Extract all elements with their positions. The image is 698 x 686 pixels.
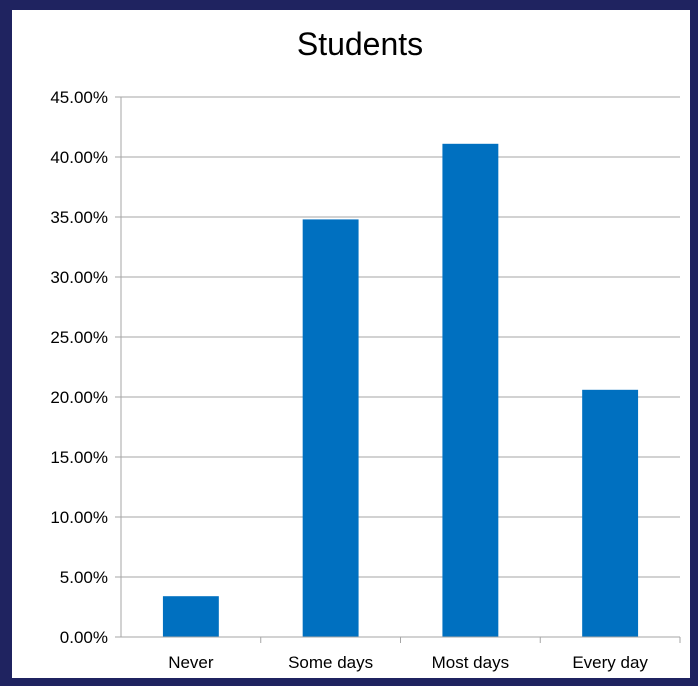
y-tick-label: 10.00% xyxy=(50,508,108,527)
y-tick-label: 30.00% xyxy=(50,268,108,287)
bar xyxy=(442,143,499,638)
tick-labels: 0.00% 5.00% 10.00% 15.00% 20.00% 25.00% 30.00%… xyxy=(50,88,648,672)
chart-title: Students xyxy=(296,26,424,62)
bar xyxy=(162,596,219,637)
axes xyxy=(115,96,681,643)
bars xyxy=(162,143,639,638)
bar xyxy=(302,219,359,637)
x-tick-label: Most days xyxy=(432,653,509,672)
y-tick-label: 35.00% xyxy=(50,208,108,227)
x-tick-label: Every day xyxy=(572,653,648,672)
y-tick-label: 0.00% xyxy=(60,628,108,647)
bar xyxy=(582,389,639,637)
y-tick-label: 15.00% xyxy=(50,448,108,467)
x-tick-label: Some days xyxy=(288,653,373,672)
y-tick-label: 25.00% xyxy=(50,328,108,347)
y-tick-label: 20.00% xyxy=(50,388,108,407)
y-tick-label: 5.00% xyxy=(60,568,108,587)
y-tick-label: 45.00% xyxy=(50,88,108,107)
y-tick-label: 40.00% xyxy=(50,148,108,167)
x-tick-label: Never xyxy=(168,653,214,672)
